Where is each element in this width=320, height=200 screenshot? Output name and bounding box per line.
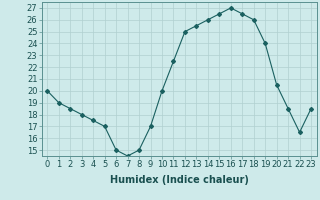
X-axis label: Humidex (Indice chaleur): Humidex (Indice chaleur) <box>110 175 249 185</box>
